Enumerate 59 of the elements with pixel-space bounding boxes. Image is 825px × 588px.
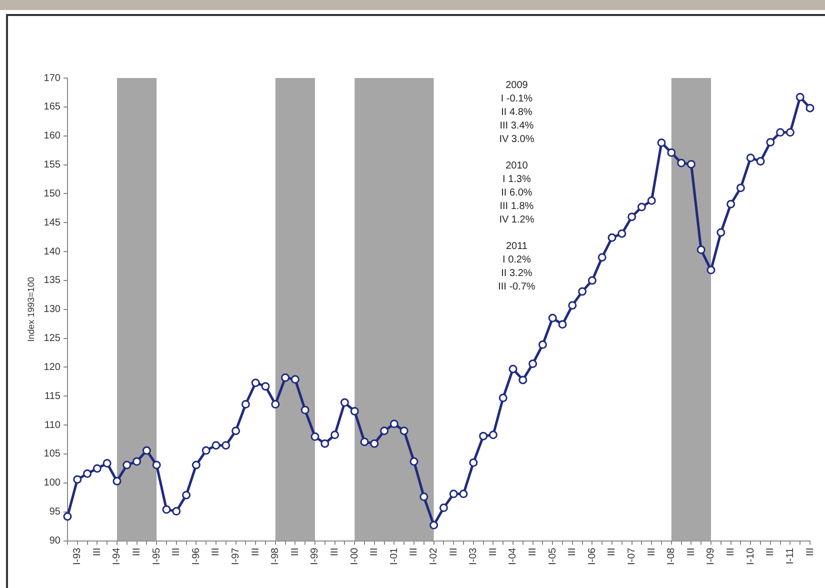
- x-tick-label: I-94: [112, 547, 123, 566]
- annotation: 2009 I -0.1% II 4.8% III 3.4% IV 3.0%: [499, 80, 534, 145]
- y-tick-label: 105: [44, 448, 61, 460]
- y-tick-label: 110: [44, 420, 61, 431]
- x-tick-label: I-11: [784, 547, 796, 564]
- x-tick-label: I-03: [468, 547, 480, 566]
- x-tick-label: I-93: [72, 547, 84, 566]
- x-tick-label: I-06: [586, 547, 598, 566]
- x-tick-label: III: [765, 548, 776, 556]
- x-tick-label: III: [567, 548, 578, 556]
- x-tick-label: III: [606, 548, 618, 556]
- x-tick-label: III: [369, 548, 380, 556]
- x-tick-label: III: [528, 548, 539, 556]
- x-tick-label: III: [804, 548, 816, 556]
- x-tick-label: I-95: [151, 547, 162, 566]
- x-tick-label: I-02: [428, 547, 440, 566]
- x-tick-label: III: [330, 548, 341, 556]
- y-tick-label: 135: [44, 275, 61, 286]
- x-tick-label: III: [726, 548, 737, 556]
- x-tick-label: I-97: [230, 547, 242, 566]
- y-tick-label: 160: [44, 130, 61, 142]
- x-tick-label: I-00: [349, 547, 360, 566]
- x-tick-label: III: [448, 548, 460, 556]
- y-tick-label: 125: [44, 333, 61, 344]
- y-tick-label: 120: [44, 362, 61, 373]
- y-tick-label: 95: [49, 506, 61, 518]
- y-tick-label: 170: [44, 72, 61, 84]
- x-tick-label: I-98: [270, 547, 282, 566]
- x-tick-label: III: [210, 548, 222, 556]
- y-tick-label: 155: [44, 160, 61, 171]
- x-tick-label: III: [132, 548, 143, 556]
- x-tick-label: III: [686, 548, 697, 556]
- x-tick-label: I-05: [547, 547, 558, 566]
- x-tick-label: III: [408, 548, 420, 556]
- annotation: 2011 I 0.2% II 3.2% III -0.7%: [498, 241, 536, 292]
- x-tick-label: I-04: [508, 547, 519, 566]
- annotation: 2010 I 1.3% II 6.0% III 1.8% IV 1.2%: [499, 160, 534, 226]
- y-tick-label: 130: [44, 304, 61, 316]
- y-tick-label: 100: [44, 478, 61, 489]
- x-tick-label: III: [250, 548, 262, 556]
- x-tick-label: III: [488, 548, 499, 556]
- x-tick-label: I-09: [706, 547, 717, 566]
- y-tick-label: 145: [44, 217, 61, 228]
- x-tick-label: III: [171, 548, 182, 556]
- y-tick-label: 115: [44, 390, 61, 402]
- y-tick-label: 150: [44, 188, 61, 200]
- x-tick-label: I-99: [310, 547, 321, 566]
- x-tick-label: III: [646, 548, 658, 556]
- x-tick-label: I-08: [666, 547, 678, 566]
- y-axis-title: Index 1993=100: [26, 276, 36, 342]
- y-tick-label: 90: [49, 536, 61, 547]
- x-tick-label: I-10: [745, 547, 756, 566]
- x-tick-label: I-07: [626, 547, 638, 566]
- x-tick-label: III: [92, 548, 103, 556]
- y-tick-label: 165: [44, 102, 61, 113]
- x-tick-label: III: [290, 548, 301, 556]
- x-tick-label: I-96: [190, 547, 202, 566]
- x-tick-label: I-01: [388, 547, 400, 566]
- y-tick-label: 140: [44, 246, 61, 258]
